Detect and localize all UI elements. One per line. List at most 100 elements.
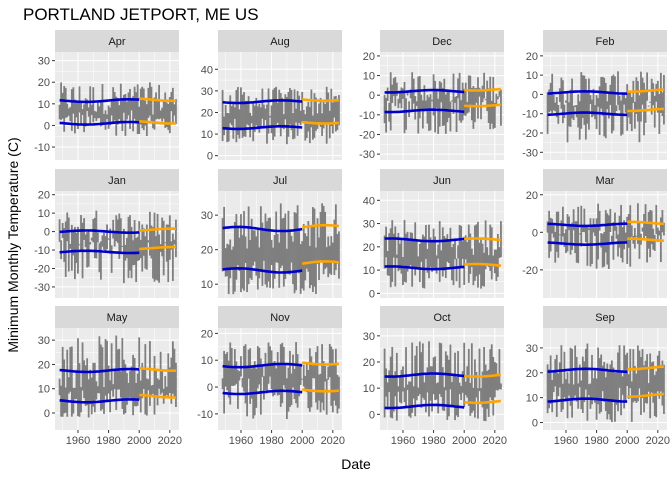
bar-dec bbox=[458, 72, 461, 121]
bar-jun bbox=[457, 245, 459, 259]
bar-jun bbox=[428, 224, 430, 279]
bar-sep bbox=[586, 343, 589, 421]
bar-mar bbox=[653, 234, 656, 251]
bar-dec bbox=[397, 98, 400, 109]
bar-sep bbox=[588, 384, 590, 396]
bar-feb bbox=[584, 78, 587, 140]
bar-oct bbox=[440, 343, 443, 397]
bar-aug bbox=[241, 94, 244, 138]
bar-may bbox=[119, 371, 122, 398]
bar-apr bbox=[147, 87, 150, 118]
bar-sep bbox=[610, 360, 613, 423]
bar-jan bbox=[155, 236, 157, 280]
bar-oct bbox=[414, 355, 417, 417]
y-tick-label-jan: -20 bbox=[34, 263, 50, 275]
bar-jun bbox=[417, 256, 420, 268]
bar-dec bbox=[386, 87, 389, 101]
bar-mar bbox=[558, 234, 561, 236]
bar-jan bbox=[63, 228, 66, 262]
bar-apr bbox=[144, 100, 147, 126]
bar-feb bbox=[610, 76, 613, 134]
bar-dec bbox=[403, 81, 406, 134]
bar-aug bbox=[301, 91, 304, 122]
bar-dec bbox=[431, 99, 433, 102]
bar-feb bbox=[653, 95, 656, 128]
bar-feb bbox=[617, 71, 619, 105]
bar-jun bbox=[446, 234, 449, 262]
bar-aug bbox=[253, 105, 256, 132]
bar-nov bbox=[226, 352, 229, 391]
bar-nov bbox=[304, 375, 307, 392]
bar-dec bbox=[470, 88, 473, 121]
bar-mar bbox=[630, 225, 633, 237]
strip-may bbox=[55, 306, 179, 328]
bar-may bbox=[145, 378, 148, 416]
bar-jun bbox=[435, 255, 438, 274]
bar-jan bbox=[74, 226, 76, 280]
bar-may bbox=[149, 341, 151, 406]
bar-apr bbox=[165, 102, 168, 128]
bar-may bbox=[164, 375, 167, 397]
bar-jun bbox=[441, 227, 444, 277]
bar-oct bbox=[388, 370, 391, 393]
bar-nov bbox=[308, 348, 311, 412]
bar-aug bbox=[276, 102, 279, 123]
bar-jul bbox=[334, 204, 337, 271]
bar-jun bbox=[484, 220, 487, 270]
y-tick-label-jan: -10 bbox=[34, 245, 50, 257]
bar-sep bbox=[615, 372, 618, 405]
bar-dec bbox=[492, 76, 495, 129]
bar-sep bbox=[581, 356, 584, 413]
bar-apr bbox=[77, 102, 79, 130]
bar-aug bbox=[272, 89, 275, 141]
bar-jan bbox=[78, 244, 81, 246]
bar-dec bbox=[463, 88, 466, 116]
baseline-low-line-jul bbox=[222, 266, 303, 274]
bar-oct bbox=[484, 364, 487, 422]
bar-jun bbox=[421, 234, 424, 288]
bar-may bbox=[113, 368, 116, 390]
bar-sep bbox=[621, 376, 624, 395]
bar-jun bbox=[475, 224, 478, 277]
bar-sep bbox=[583, 361, 586, 402]
bar-aug bbox=[267, 88, 270, 134]
bar-apr bbox=[112, 87, 115, 123]
bar-apr bbox=[132, 96, 134, 132]
recent-high-line-jun bbox=[464, 237, 502, 242]
bar-apr bbox=[155, 92, 157, 120]
x-tick-label-may: 2000 bbox=[127, 435, 151, 447]
bar-oct bbox=[474, 359, 476, 418]
bar-apr bbox=[158, 84, 160, 120]
bar-may bbox=[165, 386, 168, 396]
bar-feb bbox=[646, 72, 648, 101]
bar-oct bbox=[397, 386, 400, 392]
bar-feb bbox=[580, 72, 583, 129]
bar-dec bbox=[429, 94, 432, 131]
bar-jul bbox=[244, 236, 247, 263]
bar-jun bbox=[443, 235, 446, 271]
x-axis-title: Date bbox=[341, 456, 371, 472]
strip-label-apr: Apr bbox=[108, 36, 125, 48]
bar-mar bbox=[557, 211, 560, 258]
bar-oct bbox=[421, 343, 424, 398]
bar-jul bbox=[316, 218, 319, 264]
bar-nov bbox=[224, 353, 227, 387]
bar-oct bbox=[454, 352, 456, 421]
bar-sep bbox=[658, 350, 661, 399]
bar-sep bbox=[548, 369, 551, 409]
bar-jun bbox=[455, 258, 458, 282]
bar-aug bbox=[313, 93, 316, 138]
bar-feb bbox=[647, 105, 650, 107]
bar-jun bbox=[405, 233, 407, 283]
y-tick-label-nov: 20 bbox=[201, 328, 213, 340]
strip-jun bbox=[380, 169, 504, 191]
bar-dec bbox=[467, 75, 470, 113]
bar-dec bbox=[457, 78, 459, 99]
bar-may bbox=[122, 359, 125, 415]
bar-apr bbox=[84, 98, 87, 127]
bar-dec bbox=[402, 88, 404, 99]
bar-nov bbox=[253, 361, 256, 416]
x-tick-label-may: 1980 bbox=[96, 435, 120, 447]
bar-jun bbox=[437, 244, 440, 259]
bar-dec bbox=[495, 93, 498, 105]
